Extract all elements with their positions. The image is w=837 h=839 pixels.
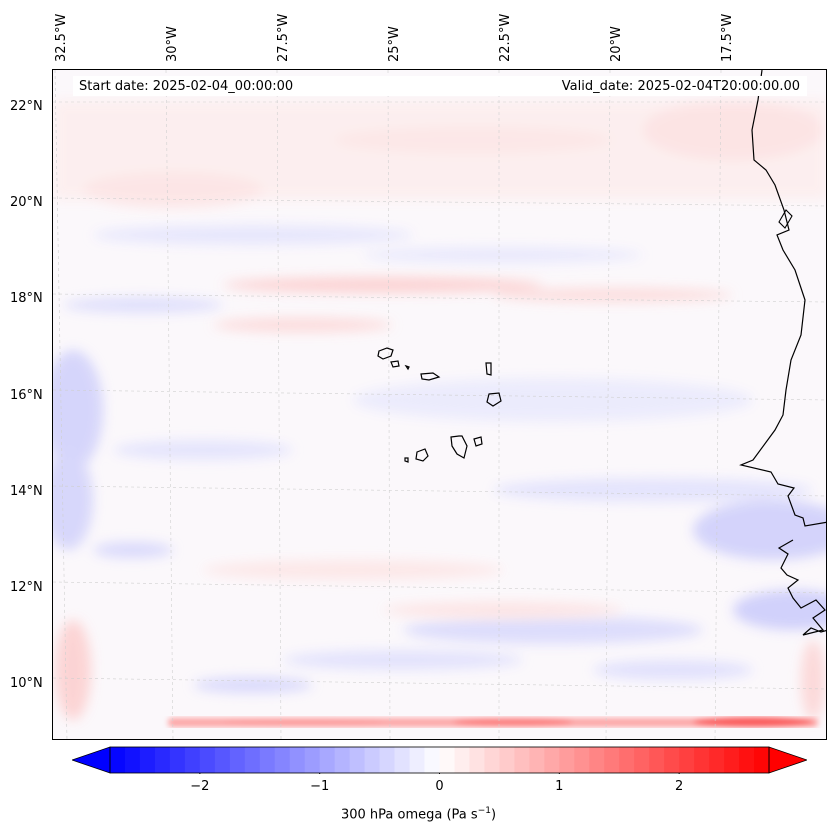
colorbar-segment [709,747,725,773]
colorbar-segment [199,747,216,773]
colorbar-segment [319,747,336,773]
colorbar-segment [559,747,575,773]
map-plot-area [52,69,827,740]
colorbar-segment [244,747,261,773]
lat-label-14n: 14°N [10,484,43,499]
colorbar-segment [214,747,231,773]
africa-coastline [739,70,826,636]
colorbar-segment [274,747,291,773]
colorbar-segment [664,747,680,773]
colorbar-segment [724,747,740,773]
colorbar-segment [514,747,530,773]
colorbar-tick-label: 2 [674,779,684,794]
colorbar-segment [334,747,351,773]
colorbar-segment [229,747,246,773]
colorbar-tick-label: −1 [310,779,330,794]
colorbar-segment [394,747,411,773]
colorbar-segment [679,747,695,773]
lon-label-17-5w: 17.5°W [720,13,735,62]
colorbar-segment [619,747,635,773]
colorbar-segment [304,747,321,773]
colorbar-segment [289,747,306,773]
colorbar-segment [529,747,545,773]
lon-label-32-5w: 32.5°W [54,13,69,62]
colorbar-segment [589,747,605,773]
colorbar-segments [110,747,770,773]
colorbar-segment [649,747,665,773]
colorbar [72,746,807,774]
lon-label-30w: 30°W [165,26,180,62]
colorbar-segment [424,747,441,773]
valid-date-label: Valid_date: 2025-02-04T20:00:00.00 [561,79,800,94]
lon-label-25w: 25°W [387,26,402,62]
colorbar-segment [379,747,396,773]
colorbar-tick-label: −2 [190,779,210,794]
colorbar-segment [484,747,501,773]
colorbar-segment [634,747,650,773]
lat-label-18n: 18°N [10,291,43,306]
lat-label-10n: 10°N [10,676,43,691]
colorbar-segment [110,747,126,773]
colorbar-max-extend [768,746,807,774]
colorbar-segment [439,747,456,773]
omega-field [53,70,826,739]
colorbar-segment [364,747,381,773]
colorbar-segment [169,747,186,773]
colorbar-segment [184,747,201,773]
lat-label-22n: 22°N [10,99,43,114]
colorbar-tick-label: 1 [555,779,564,794]
colorbar-min-extend [72,746,111,774]
colorbar-segment [349,747,366,773]
lat-label-12n: 12°N [10,580,43,595]
colorbar-title: 300 hPa omega (Pa s−1) [340,806,497,823]
cape-verde-islands [377,347,502,463]
colorbar-tick-label: 0 [435,779,444,794]
colorbar-segment [574,747,590,773]
date-info-bar [73,76,807,96]
colorbar-segment [409,747,426,773]
colorbar-segment [694,747,710,773]
colorbar-segment [124,747,141,773]
lat-label-16n: 16°N [10,388,43,403]
colorbar-segment [544,747,560,773]
lon-label-20w: 20°W [609,26,624,62]
colorbar-segment [739,747,755,773]
colorbar-segment [259,747,276,773]
colorbar-segment [154,747,171,773]
colorbar-tick-marks [199,773,680,774]
colorbar-segment [454,747,471,773]
colorbar-segment [754,747,770,773]
start-date-label: Start date: 2025-02-04_00:00:00 [79,79,294,94]
colorbar-segment [499,747,515,773]
colorbar-segment [604,747,620,773]
lon-label-22-5w: 22.5°W [498,13,513,62]
lat-label-20n: 20°N [10,195,43,210]
colorbar-segment [469,747,486,773]
colorbar-segment [139,747,156,773]
lon-label-27-5w: 27.5°W [276,13,291,62]
